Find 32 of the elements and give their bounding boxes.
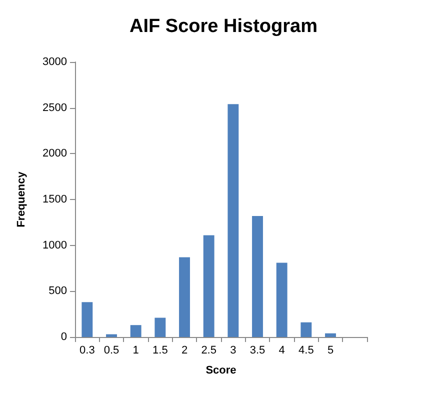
bar	[228, 104, 239, 337]
bar	[325, 333, 336, 337]
x-tick-label: 4.5	[298, 344, 314, 356]
x-tick-label: 3	[230, 344, 236, 356]
bar	[276, 262, 288, 337]
chart-title: AIF Score Histogram	[130, 16, 318, 37]
y-tick-label: 1000	[42, 239, 67, 252]
x-tick-label: 5	[327, 344, 334, 356]
x-tick-label: 2.5	[201, 344, 216, 356]
y-tick-label: 2500	[42, 102, 67, 114]
bar	[154, 318, 166, 337]
x-tick-label: 1.5	[152, 344, 168, 356]
bar	[130, 325, 142, 337]
x-tick-label: 3.5	[250, 344, 266, 356]
x-axis-title: Score	[206, 364, 236, 376]
x-tick-label: 1	[132, 344, 139, 356]
y-tick-label: 1500	[42, 194, 67, 206]
x-tick-label: 2	[181, 344, 188, 356]
bar	[82, 302, 93, 337]
bar	[203, 235, 214, 337]
y-axis-title: Frequency	[16, 170, 28, 228]
bar	[252, 216, 263, 337]
x-tick-label: 0.3	[80, 344, 95, 356]
y-tick-label: 0	[60, 331, 67, 343]
x-tick-label: 4	[278, 344, 285, 356]
x-tick-label: 0.5	[104, 344, 120, 356]
bar	[300, 322, 312, 337]
y-tick-label: 3000	[42, 56, 67, 68]
y-tick-label: 2000	[42, 148, 67, 160]
y-tick-label: 500	[48, 285, 67, 298]
bar	[106, 334, 117, 337]
bar	[179, 257, 190, 337]
